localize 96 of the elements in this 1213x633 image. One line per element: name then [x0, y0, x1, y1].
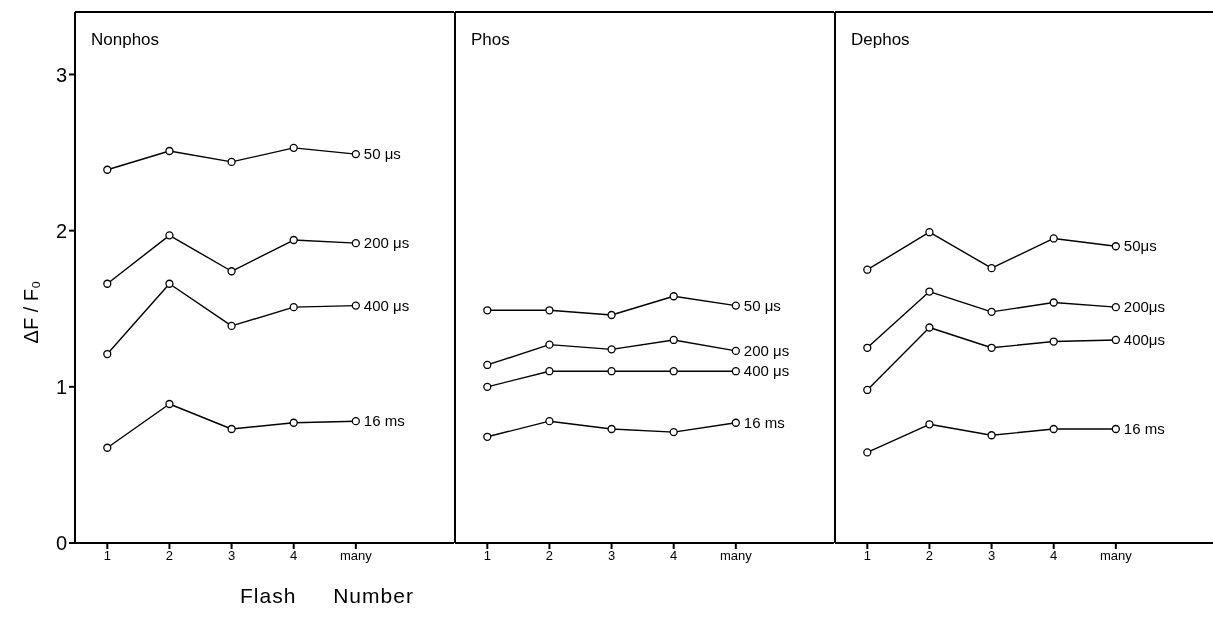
point: [103, 443, 112, 452]
point: [165, 279, 174, 288]
point: [483, 432, 492, 441]
point: [925, 323, 934, 332]
point: [607, 367, 616, 376]
point: [483, 360, 492, 370]
point: [165, 146, 174, 156]
point: [227, 424, 236, 434]
point: [1049, 337, 1058, 346]
series-label: 400 μs: [743, 362, 790, 380]
point: [351, 149, 360, 159]
point: [289, 418, 298, 427]
point: [863, 343, 872, 352]
point: [351, 417, 360, 426]
point: [669, 335, 678, 345]
x-tick-label: many: [339, 548, 373, 564]
text: Phos: [471, 30, 510, 50]
point: [925, 420, 934, 429]
point: [165, 399, 174, 409]
x-tick-label: 2: [165, 548, 174, 564]
series-label: 50 μs: [743, 296, 781, 314]
x-tick-label: 4: [1050, 548, 1058, 564]
point: [227, 267, 236, 276]
point: [669, 292, 678, 301]
point: [483, 306, 492, 315]
series-label: 200 μs: [363, 234, 410, 252]
point: [545, 417, 554, 426]
point: [289, 235, 298, 245]
point: [483, 382, 492, 391]
x-tick-label: 3: [607, 548, 616, 564]
x-tick-label: many: [719, 548, 753, 564]
series-label: 200μs: [1123, 298, 1165, 316]
point: [1111, 424, 1120, 434]
x-tick-label: 4: [670, 548, 678, 564]
point: [1049, 298, 1058, 307]
x-tick-label: 2: [925, 548, 934, 564]
point: [545, 340, 554, 349]
point: [731, 301, 740, 310]
x-tick-label: 3: [987, 548, 996, 564]
point: [1111, 242, 1120, 251]
y-tick-label: 1: [55, 375, 67, 398]
point: [1049, 424, 1058, 434]
point: [1111, 335, 1120, 345]
x-tick-label: 1: [103, 548, 111, 564]
point: [669, 367, 678, 376]
point: [863, 265, 872, 274]
series-label: 50 μs: [363, 145, 401, 163]
x-tick-label: many: [1099, 548, 1133, 564]
y-axis-title: ΔF / F₀: [20, 280, 42, 344]
point: [987, 343, 996, 352]
point: [103, 349, 112, 359]
point: [987, 263, 996, 273]
point: [227, 321, 236, 331]
point: [289, 303, 298, 312]
point: [1111, 303, 1120, 312]
y-tick-label: 0: [55, 532, 67, 555]
point: [731, 367, 740, 376]
series-label: 400 μs: [363, 296, 410, 314]
x-tick-label: 1: [863, 548, 871, 564]
x-tick-label: 3: [227, 548, 236, 564]
point: [103, 165, 112, 174]
y-tick-label: 2: [55, 219, 67, 242]
point: [731, 418, 740, 427]
point: [669, 427, 678, 437]
series-label: 16 ms: [743, 413, 785, 431]
point: [545, 367, 554, 376]
series-label: 400μs: [1123, 330, 1165, 348]
point: [731, 346, 740, 356]
x-tick-label: 1: [483, 548, 491, 564]
point: [987, 431, 996, 440]
point: [863, 385, 872, 395]
point: [607, 310, 616, 320]
point: [351, 238, 360, 248]
point: [289, 143, 298, 153]
x-tick-label: 2: [545, 548, 554, 564]
point: [351, 301, 360, 310]
y-tick-label: 3: [55, 63, 67, 86]
point: [607, 345, 616, 354]
point: [545, 306, 554, 315]
point: [103, 279, 112, 288]
point: [1049, 234, 1058, 243]
text: Dephos: [851, 30, 910, 50]
point: [607, 424, 616, 434]
x-tick-label: 4: [290, 548, 298, 564]
series-label: 50μs: [1123, 237, 1157, 255]
text: Nonphos: [91, 30, 160, 50]
point: [925, 228, 934, 237]
series-label: 200 μs: [743, 341, 790, 359]
series-label: 16 ms: [1123, 419, 1165, 437]
point: [165, 231, 174, 240]
point: [987, 307, 996, 317]
x-axis-title: Flash Number: [240, 584, 414, 608]
point: [925, 287, 934, 296]
point: [863, 448, 872, 457]
point: [227, 157, 236, 167]
series-label: 16 ms: [363, 412, 405, 430]
